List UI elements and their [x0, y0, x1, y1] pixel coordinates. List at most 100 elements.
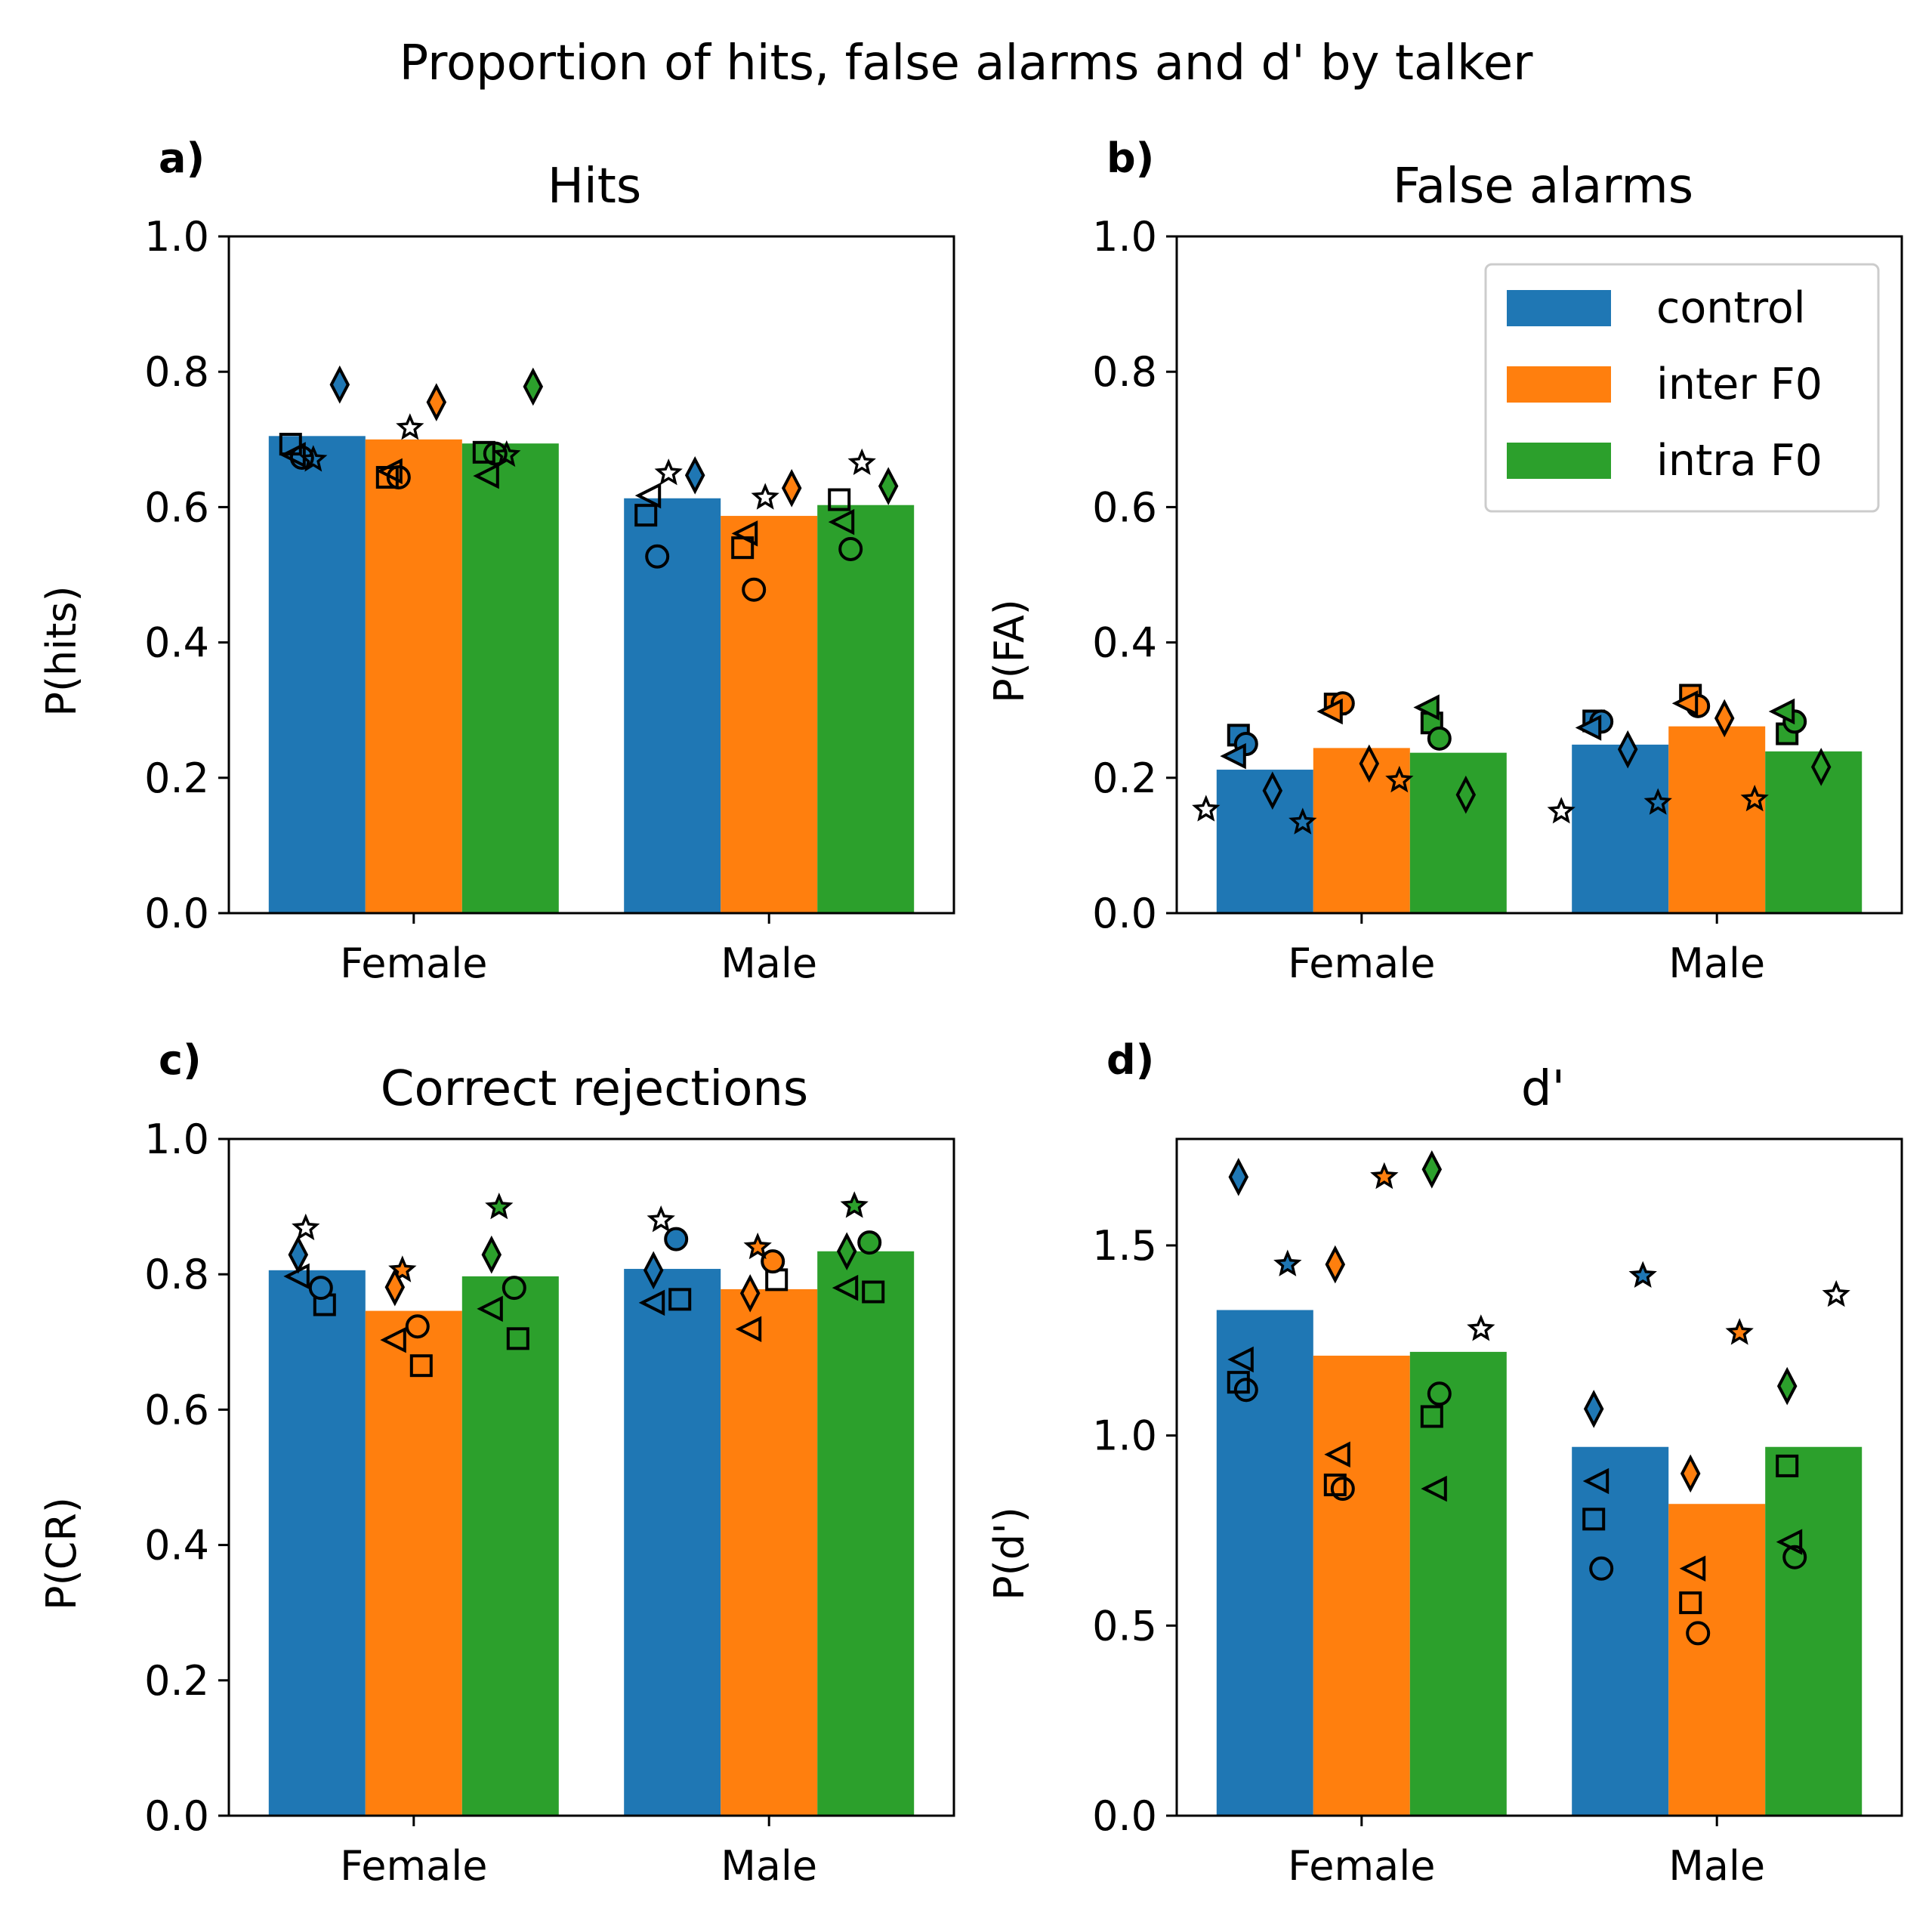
talker-marker-triangle-left-control: [279, 442, 306, 468]
talker-marker-diamond-control: [288, 1235, 309, 1274]
panel-false-alarms: b) False alarms P(FA) 0.0 0.2 0.4 0.6 0.8 1.0…: [986, 134, 1903, 987]
talker-marker-diamond-control: [1262, 771, 1283, 810]
talker-marker-triangle-left-intra-f0: [832, 1274, 859, 1301]
axes-frame: [1175, 1137, 1903, 1817]
bar-control-female: [268, 1270, 366, 1816]
talker-marker-square-intra-f0: [828, 488, 851, 511]
talker-marker-diamond-intra-f0: [878, 467, 899, 505]
talker-marker-circle-inter-f0: [1330, 1477, 1355, 1501]
panel-hits: a) Hits P(hits) 0.0 0.2 0.4 0.6 0.8 1.0 Female…: [38, 134, 955, 987]
talker-marker-square-control: [1227, 1371, 1250, 1394]
y-axis-label: P(CR): [38, 1497, 85, 1610]
talker-marker-triangle-left-inter-f0: [376, 458, 403, 485]
y-tick-label: 0.4: [144, 619, 209, 667]
legend-label-control: control: [1656, 283, 1806, 333]
panel-title: d': [1521, 1061, 1565, 1117]
bar-intra-f0-female: [461, 1276, 559, 1816]
bar-intra-f0-female: [1409, 1351, 1507, 1816]
talker-marker-star-intra-f0: [1385, 765, 1414, 793]
legend-label-inter-f0: inter F0: [1656, 360, 1822, 409]
talker-marker-circle-control: [1589, 1556, 1614, 1581]
talker-marker-circle-intra-f0: [857, 1230, 882, 1255]
talker-marker-square-intra-f0: [506, 1327, 529, 1350]
talker-marker-triangle-left-control: [1227, 1346, 1254, 1373]
talker-marker-diamond-control: [1228, 1158, 1249, 1196]
y-tick-label: 1.0: [144, 213, 209, 261]
talker-marker-circle-control: [1233, 1378, 1258, 1403]
talker-marker-triangle-left-inter-f0: [1324, 1441, 1350, 1468]
talker-marker-star-inter-f0: [1643, 788, 1672, 815]
talker-marker-diamond-intra-f0: [1810, 748, 1832, 786]
bar-intra-f0-female: [461, 443, 559, 913]
y-tick-label: 0.2: [144, 755, 209, 802]
legend-swatch-control: [1507, 290, 1611, 326]
talker-marker-circle-intra-f0: [502, 1276, 526, 1301]
y-tick-label: 0.0: [1092, 890, 1157, 937]
talker-marker-diamond-intra-f0: [836, 1232, 857, 1271]
bar-control-female: [1216, 1310, 1313, 1816]
y-axis-label: P(hits): [38, 585, 85, 716]
talker-marker-star-inter-f0: [1289, 807, 1317, 835]
talker-marker-star-intra-f0: [492, 440, 521, 468]
panel-label: b): [1106, 134, 1154, 182]
talker-marker-star-control: [654, 458, 683, 486]
talker-marker-star-control: [292, 1213, 320, 1241]
legend: control inter F0 intra F0: [1484, 263, 1880, 513]
panel-title: Correct rejections: [381, 1061, 809, 1117]
talker-marker-diamond-intra-f0: [1455, 775, 1477, 814]
talker-marker-diamond-inter-f0: [426, 383, 447, 421]
talker-marker-circle-inter-f0: [1686, 1621, 1711, 1646]
x-tick-label-male: Male: [721, 940, 817, 987]
talker-marker-star-control: [1628, 1261, 1657, 1288]
talker-marker-triangle-left-intra-f0: [828, 508, 855, 535]
talker-marker-square-control: [634, 504, 658, 527]
bar-control-female: [268, 436, 366, 913]
talker-marker-diamond-inter-f0: [739, 1273, 761, 1313]
talker-marker-star-inter-f0: [751, 483, 779, 510]
talker-marker-diamond-control: [329, 365, 350, 404]
y-axis-label: P(FA): [986, 599, 1033, 703]
talker-marker-triangle-left-inter-f0: [1679, 1555, 1706, 1582]
talker-marker-triangle-left-inter-f0: [1316, 698, 1343, 725]
axes-frame: [227, 1137, 955, 1817]
talker-marker-triangle-left-inter-f0: [380, 1326, 406, 1353]
talker-marker-square-inter-f0: [409, 1354, 433, 1378]
bar-inter-f0-female: [365, 439, 462, 913]
bar-intra-f0-male: [817, 505, 915, 913]
axes-frame: [227, 235, 955, 915]
panel-label: a): [159, 134, 205, 182]
talker-marker-diamond-inter-f0: [1680, 1454, 1701, 1493]
talker-marker-triangle-left-control: [1575, 714, 1602, 741]
y-tick-label: 0.2: [144, 1657, 209, 1705]
y-tick-label: 0.2: [1092, 755, 1157, 802]
legend-label-intra-f0: intra F0: [1656, 436, 1822, 486]
talker-marker-square-control: [1582, 1508, 1606, 1531]
bar-inter-f0-male: [721, 516, 818, 913]
x-tick-label-female: Female: [1288, 940, 1435, 987]
x-tick-label-female: Female: [340, 1842, 487, 1890]
y-tick-label: 0.4: [1092, 619, 1157, 667]
talker-marker-diamond-control: [684, 455, 705, 495]
bar-inter-f0-male: [1668, 726, 1766, 913]
y-tick-label: 0.0: [144, 1792, 209, 1840]
y-axis-label: P(d'): [986, 1507, 1033, 1600]
bar-inter-f0-female: [365, 1310, 462, 1816]
y-tick-label: 0.8: [1092, 348, 1157, 396]
talker-marker-triangle-left-inter-f0: [1671, 690, 1699, 717]
talker-marker-diamond-inter-f0: [1359, 744, 1380, 783]
talker-marker-square-intra-f0: [1420, 1405, 1443, 1428]
bar-inter-f0-female: [1313, 748, 1410, 913]
y-tick-label: 1.0: [1092, 213, 1157, 261]
talker-marker-diamond-intra-f0: [1776, 1366, 1798, 1406]
talker-marker-diamond-control: [1617, 730, 1638, 769]
y-tick-label: 1.0: [1092, 1412, 1157, 1460]
talker-marker-square-intra-f0: [862, 1280, 885, 1304]
y-tick-label: 1.0: [144, 1116, 209, 1163]
x-tick-label-female: Female: [340, 940, 487, 987]
talker-marker-diamond-inter-f0: [384, 1267, 406, 1307]
talker-marker-square-intra-f0: [1776, 1454, 1799, 1477]
talker-marker-circle-control: [664, 1227, 689, 1251]
talker-marker-star-inter-f0: [1370, 1162, 1399, 1190]
talker-marker-diamond-inter-f0: [1325, 1245, 1346, 1284]
talker-marker-star-intra-f0: [1822, 1279, 1850, 1307]
